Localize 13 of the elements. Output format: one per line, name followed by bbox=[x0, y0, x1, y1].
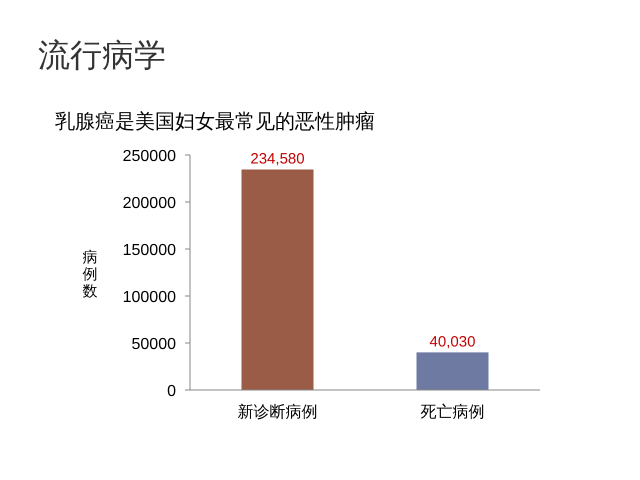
chart-subtitle: 乳腺癌是美国妇女最常见的恶性肿瘤 bbox=[55, 110, 375, 133]
y-tick-label: 100000 bbox=[122, 289, 176, 306]
y-tick-label: 50000 bbox=[132, 336, 176, 353]
y-tick-label: 0 bbox=[167, 383, 176, 400]
x-tick-label: 新诊断病例 bbox=[238, 403, 318, 421]
data-label: 234,580 bbox=[250, 150, 305, 168]
y-tick-label: 150000 bbox=[122, 242, 176, 259]
y-tick-label: 200000 bbox=[122, 195, 176, 212]
y-axis-title: 病例数 bbox=[82, 249, 98, 300]
chart-title: 流行病学 bbox=[38, 37, 166, 73]
data-label: 40,030 bbox=[430, 333, 476, 350]
x-tick-label: 死亡病例 bbox=[420, 403, 484, 421]
y-tick-label: 250000 bbox=[122, 148, 176, 165]
